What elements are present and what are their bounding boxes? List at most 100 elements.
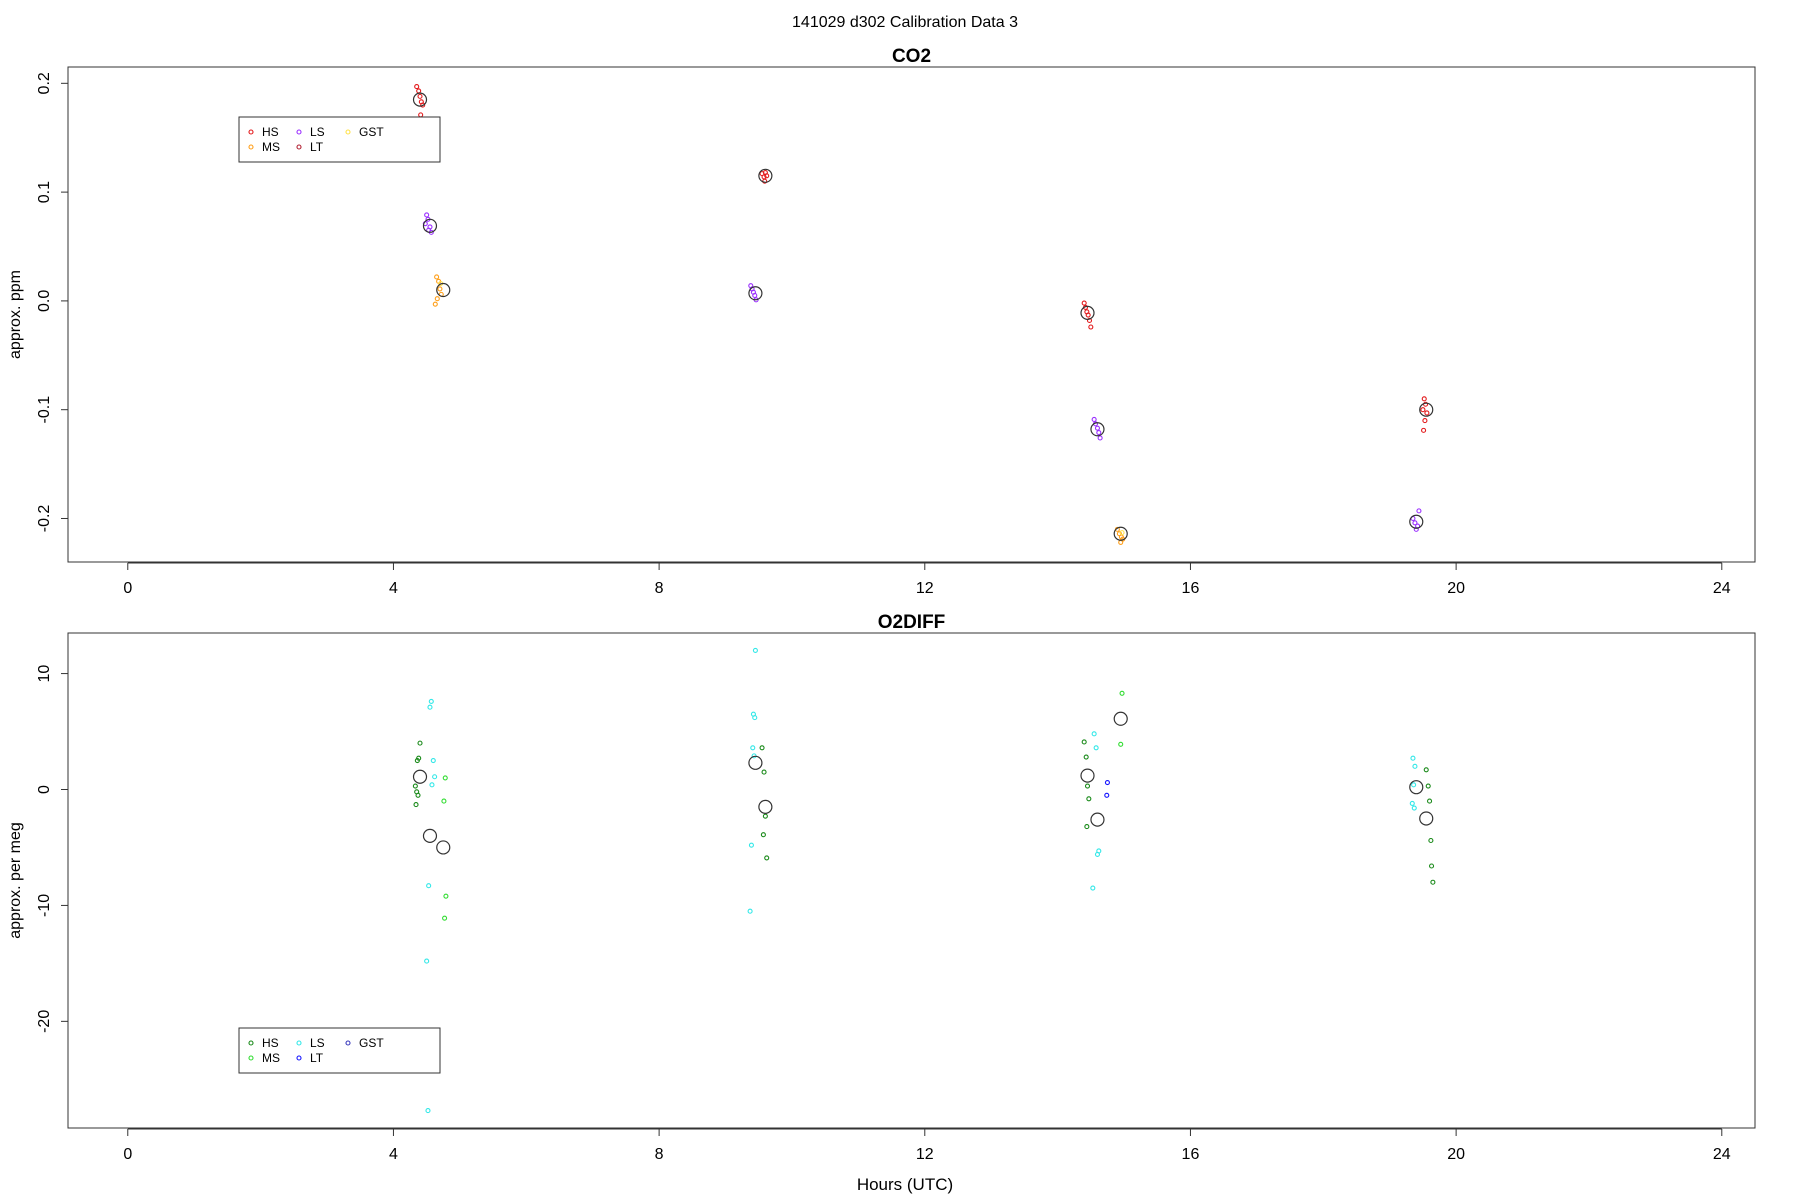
y-tick-label: 10	[36, 665, 53, 683]
point-hs	[1081, 739, 1087, 745]
point-hs	[1422, 418, 1428, 424]
y-tick-label: -10	[36, 894, 53, 917]
legend-label: LT	[310, 1051, 324, 1065]
point-lt	[1104, 792, 1110, 798]
point-ls	[1416, 508, 1422, 514]
x-tick-label: 20	[1447, 580, 1465, 597]
x-tick-label: 24	[1713, 1146, 1731, 1163]
y-tick-label: 0.2	[36, 72, 53, 94]
x-tick-label: 4	[389, 580, 398, 597]
y-tick-label: 0.0	[36, 290, 53, 312]
point-hs	[1428, 837, 1434, 844]
legend-swatch-ms	[248, 1055, 254, 1061]
point-ls	[424, 212, 430, 218]
point-ms	[434, 296, 440, 302]
point-hs	[412, 783, 418, 789]
point-hs	[1421, 396, 1427, 402]
x-tick-label: 16	[1182, 580, 1200, 597]
legend-box	[238, 1027, 441, 1074]
point-ms	[443, 893, 449, 899]
point-hs	[1083, 754, 1089, 760]
figure-title: 141029 d302 Calibration Data 3	[792, 14, 1018, 31]
point-hs	[417, 740, 423, 746]
x-tick-label: 8	[655, 1146, 664, 1163]
y-axis: -20 -10 0 10	[36, 665, 69, 1033]
point-ls	[1096, 429, 1102, 436]
x-tick-label: 8	[655, 580, 664, 597]
point-hs	[415, 792, 421, 798]
point-hs	[1430, 879, 1436, 885]
point-hs	[762, 813, 768, 819]
panel-co2: CO2 approx. ppm 0 4 8 12 16 20 24 -0.2 -0.1 0.0 0.1 0…	[7, 46, 1756, 597]
point-hs	[760, 832, 766, 838]
mean-markers	[412, 92, 1434, 541]
point-ls	[752, 715, 758, 721]
data-points	[414, 84, 1430, 545]
legend-label: GST	[359, 125, 384, 139]
y-tick-label: -0.2	[36, 505, 53, 533]
point-ls	[425, 1108, 431, 1114]
point-hs	[1425, 783, 1431, 789]
point-ls	[424, 958, 430, 964]
mean-marker	[1113, 526, 1128, 541]
mean-marker	[758, 799, 773, 814]
point-gst	[1119, 530, 1125, 536]
point-hs	[1428, 863, 1435, 869]
point-ls	[432, 774, 438, 780]
point-ls	[752, 292, 758, 299]
point-hs	[1084, 824, 1090, 830]
mean-markers	[412, 711, 1434, 855]
legend-swatch-lt	[296, 144, 302, 150]
point-hs	[761, 769, 767, 775]
mean-marker	[412, 92, 428, 107]
y-tick-label: 0	[36, 785, 53, 794]
point-ls	[1411, 805, 1417, 811]
x-axis: 0 4 8 12 16 20 24	[123, 1128, 1731, 1163]
point-ms	[441, 798, 447, 804]
point-hs	[414, 757, 420, 764]
point-hs	[418, 112, 424, 118]
legend-swatch-gst	[345, 1040, 351, 1046]
point-hs	[1421, 427, 1427, 433]
legend-swatch-lt	[296, 1055, 302, 1061]
mean-marker	[1080, 768, 1095, 783]
mean-marker	[436, 282, 451, 298]
point-ls	[430, 757, 436, 764]
point-ms	[1118, 741, 1124, 747]
point-ls	[427, 704, 433, 710]
point-ms	[1119, 690, 1125, 696]
point-ls	[1093, 745, 1099, 751]
point-ls	[1412, 763, 1418, 769]
point-hs	[1420, 407, 1426, 413]
legend-label: LS	[310, 1036, 325, 1050]
legend-label: HS	[262, 1036, 279, 1050]
point-hs	[1085, 312, 1091, 318]
legend-label: MS	[262, 140, 280, 154]
y-tick-label: -0.1	[36, 396, 53, 424]
x-axis: 0 4 8 12 16 20 24	[123, 562, 1731, 597]
point-hs	[1086, 796, 1092, 802]
x-tick-label: 0	[123, 580, 132, 597]
mean-marker	[1409, 514, 1424, 529]
mean-marker	[1090, 812, 1105, 827]
point-hs	[1427, 798, 1433, 804]
point-hs	[416, 88, 422, 94]
x-tick-label: 12	[916, 580, 934, 597]
legend-label: HS	[262, 125, 279, 139]
point-ms	[442, 915, 448, 921]
x-tick-label: 0	[123, 1146, 132, 1163]
legend-box	[238, 116, 441, 163]
point-ls	[1094, 425, 1101, 431]
point-hs	[417, 93, 423, 99]
legend-label: LT	[310, 140, 324, 154]
y-axis: -0.2 -0.1 0.0 0.1 0.2	[36, 72, 69, 533]
x-tick-label: 12	[916, 1146, 934, 1163]
point-ls	[1091, 416, 1097, 423]
point-hs	[420, 102, 426, 108]
legend-swatch-ms	[248, 144, 254, 150]
legend-label: GST	[359, 1036, 384, 1050]
point-ls	[1411, 782, 1417, 788]
